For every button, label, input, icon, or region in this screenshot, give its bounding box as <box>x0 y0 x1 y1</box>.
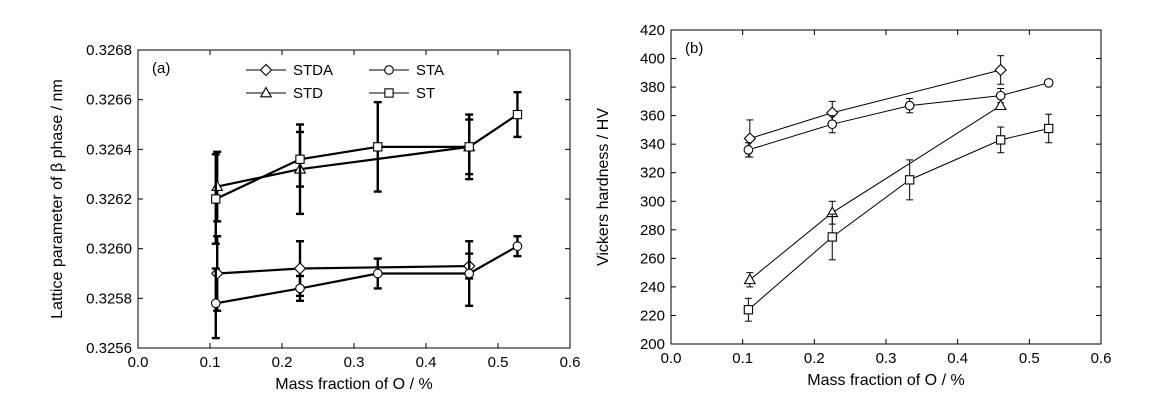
y-tick-label: 380 <box>640 79 665 96</box>
series-sta <box>210 235 523 340</box>
x-tick-label: 0.0 <box>661 350 682 367</box>
data-point-square <box>295 154 305 164</box>
y-tick-label: 400 <box>640 51 665 68</box>
y-tick-label: 420 <box>640 22 665 39</box>
x-tick-label: 0.2 <box>272 354 293 371</box>
plot-frame <box>137 49 571 349</box>
data-point-circle <box>512 241 523 252</box>
data-point-triangle <box>994 99 1007 111</box>
x-tick-label: 0.0 <box>128 354 149 371</box>
x-tick-label: 0.4 <box>416 354 437 371</box>
data-point-circle <box>743 145 754 155</box>
legend-marker-circle <box>384 65 394 75</box>
y-tick-label: 0.3266 <box>86 92 132 109</box>
series-sta <box>743 77 1054 158</box>
y-tick-label: 360 <box>640 108 665 125</box>
data-point-circle <box>904 100 915 111</box>
x-tick-label: 0.6 <box>560 354 581 371</box>
series-st <box>743 113 1054 322</box>
legend-label: ST <box>416 85 435 102</box>
x-axis-title: Mass fraction of O / % <box>807 372 964 389</box>
x-tick-label: 0.6 <box>1091 350 1112 367</box>
legend: STDA STA STD ST <box>246 62 444 102</box>
data-point-diamond <box>293 262 307 275</box>
y-tick-label: 300 <box>640 193 665 210</box>
y-axis-title: Lattice parameter of β phase / nm <box>49 79 66 319</box>
legend-label: STA <box>416 62 444 79</box>
y-tick-label: 0.3260 <box>86 241 132 258</box>
data-point-circle <box>1043 77 1054 88</box>
y-tick-label: 320 <box>640 165 665 182</box>
data-point-square <box>743 305 754 315</box>
legend-item-st: ST <box>369 85 435 102</box>
x-tick-label: 0.1 <box>200 354 221 371</box>
panel-label: (b) <box>685 40 703 57</box>
legend-item-std: STD <box>246 85 323 102</box>
series-line <box>748 127 1049 311</box>
x-tick-label: 0.5 <box>1019 350 1040 367</box>
legend-item-stda: STDA <box>246 62 333 79</box>
y-tick-label: 340 <box>640 136 665 153</box>
x-tick-label: 0.3 <box>876 350 897 367</box>
data-point-square <box>1044 123 1054 134</box>
x-axis-title: Mass fraction of O / % <box>275 376 432 393</box>
legend-label: STD <box>293 85 323 102</box>
data-point-diamond <box>994 63 1007 77</box>
data-point-circle <box>295 283 305 294</box>
data-point-square <box>904 175 915 185</box>
series-stda <box>743 55 1007 158</box>
plot-frame <box>670 29 1102 345</box>
series-line <box>749 69 1001 139</box>
y-tick-label: 240 <box>640 279 665 296</box>
data-point-circle <box>995 90 1006 101</box>
series-stda <box>210 235 476 312</box>
legend-marker-square <box>384 88 394 98</box>
data-point-square <box>464 142 474 152</box>
x-tick-label: 0.3 <box>344 354 365 371</box>
y-tick-label: 260 <box>640 250 665 267</box>
data-point-square <box>373 142 383 152</box>
data-point-triangle <box>743 273 756 285</box>
data-point-square <box>512 109 523 120</box>
legend-marker-triangle <box>259 86 273 98</box>
series-st <box>211 91 523 245</box>
data-point-circle <box>464 268 475 279</box>
data-point-square <box>211 194 221 204</box>
y-tick-label: 0.3258 <box>86 290 132 307</box>
chart-panel-b: 0.0 0.1 0.2 0.3 0.4 0.5 0.6 200 220 240 260 280 300 3… <box>595 22 1111 389</box>
x-tick-label: 0.5 <box>488 354 509 371</box>
legend-label: STDA <box>293 62 333 79</box>
y-tick-label: 0.3262 <box>86 191 132 208</box>
y-tick-label: 0.3256 <box>86 340 132 357</box>
series-line <box>217 264 470 275</box>
series-std <box>743 99 1007 288</box>
panel-label: (a) <box>152 60 170 77</box>
series-line <box>215 113 519 200</box>
x-tick-label: 0.1 <box>732 350 753 367</box>
data-point-square <box>995 135 1006 145</box>
legend-marker-diamond <box>259 63 273 77</box>
y-tick-label: 220 <box>640 307 665 324</box>
chart-panel-a: 0.0 0.1 0.2 0.3 0.4 0.5 0.6 0.3256 0.3258 0.3260 0… <box>49 42 580 393</box>
data-point-circle <box>372 268 383 279</box>
y-tick-label: 0.3268 <box>86 42 132 59</box>
x-tick-label: 0.4 <box>947 350 968 367</box>
series-std <box>211 113 476 223</box>
data-point-diamond <box>210 267 224 280</box>
data-point-circle <box>827 119 838 130</box>
legend-item-sta: STA <box>369 62 444 79</box>
y-axis-title: Vickers hardness / HV <box>595 108 612 266</box>
data-point-square <box>827 232 837 242</box>
series-line <box>749 105 1001 281</box>
data-point-diamond <box>743 132 757 145</box>
x-tick-label: 0.2 <box>804 350 825 367</box>
y-tick-label: 200 <box>640 336 665 353</box>
data-point-circle <box>210 298 221 309</box>
y-tick-label: 280 <box>640 222 665 239</box>
y-tick-label: 0.3264 <box>86 141 132 158</box>
